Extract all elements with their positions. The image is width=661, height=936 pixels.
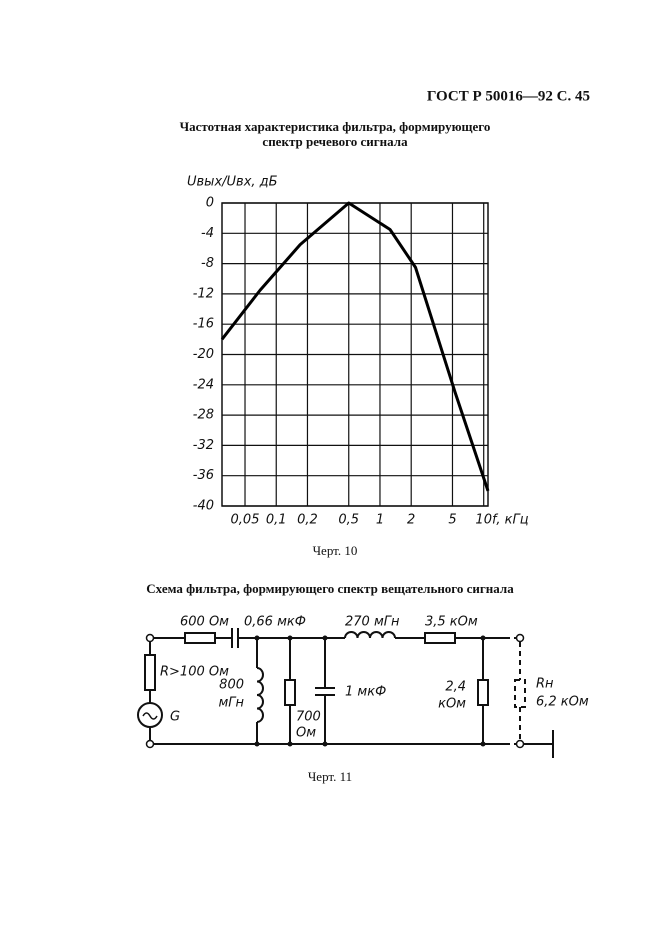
label: G <box>170 710 180 725</box>
capacitor <box>315 638 335 744</box>
resistor <box>477 679 489 706</box>
label: 700 <box>296 710 321 725</box>
y-tick-label: 0 <box>206 196 214 211</box>
label: Rн <box>536 677 554 692</box>
label: Ом <box>296 726 316 741</box>
y-tick-label: -40 <box>193 499 214 514</box>
x-tick-label: 0,1 <box>266 513 287 528</box>
y-tick-label: -16 <box>193 317 214 332</box>
chart-title: спектр речевого сигнала <box>262 134 408 149</box>
circuit <box>137 628 554 758</box>
x-axis-label: f, кГц <box>492 513 529 528</box>
x-tick-label: 0,05 <box>231 513 260 528</box>
y-tick-label: -24 <box>193 377 214 392</box>
y-tick-label: -12 <box>193 286 214 301</box>
curve <box>220 201 490 492</box>
resistor <box>184 632 216 644</box>
generator-symbol <box>142 712 158 720</box>
schema-title: Схема фильтра, формирующего спектр вещат… <box>146 581 514 596</box>
load-resistor <box>514 679 526 708</box>
terminal <box>515 633 525 643</box>
inductor <box>344 631 396 639</box>
label: 800 <box>219 678 244 693</box>
label: 0,66 мкФ <box>244 615 306 630</box>
label: 6,2 кОм <box>536 695 589 710</box>
x-tick-label: 5 <box>448 513 456 528</box>
label: 3,5 кОм <box>425 615 478 630</box>
resistor <box>284 679 296 706</box>
x-tick-label: 1 <box>376 513 384 528</box>
label: 2,4 <box>445 680 466 695</box>
inductor <box>256 667 264 723</box>
x-tick-label: 10 <box>475 513 492 528</box>
label: 600 Ом <box>180 615 229 630</box>
y-tick-label: -20 <box>193 347 214 362</box>
x-tick-label: 0,5 <box>338 513 359 528</box>
label: 1 мкФ <box>345 685 386 700</box>
terminal <box>145 739 155 749</box>
label: кОм <box>438 697 466 712</box>
y-tick-label: -32 <box>193 438 214 453</box>
y-tick-label: -4 <box>201 226 214 241</box>
x-tick-label: 2 <box>407 513 415 528</box>
label: 270 мГн <box>345 615 400 630</box>
caption: Черт. 11 <box>308 769 352 784</box>
label: R>100 Ом <box>160 665 229 680</box>
resistor <box>424 632 456 644</box>
ground <box>520 730 554 758</box>
generator <box>137 702 163 728</box>
y-tick-label: -36 <box>193 468 214 483</box>
header: ГОСТ Р 50016—92 С. 45 <box>427 88 590 104</box>
capacitor <box>231 628 239 648</box>
terminal <box>515 739 525 749</box>
y-tick-label: -8 <box>201 256 214 271</box>
y-tick-label: -28 <box>193 408 214 423</box>
caption: Черт. 10 <box>313 543 358 558</box>
y-axis-label: Uвых/Uвх, дБ <box>187 175 278 190</box>
chart-title: Частотная характеристика фильтра, формир… <box>180 119 491 134</box>
resistor <box>144 654 156 691</box>
junctions <box>254 635 486 747</box>
x-tick-label: 0,2 <box>297 513 318 528</box>
label: мГн <box>218 696 244 711</box>
terminal <box>145 633 155 643</box>
